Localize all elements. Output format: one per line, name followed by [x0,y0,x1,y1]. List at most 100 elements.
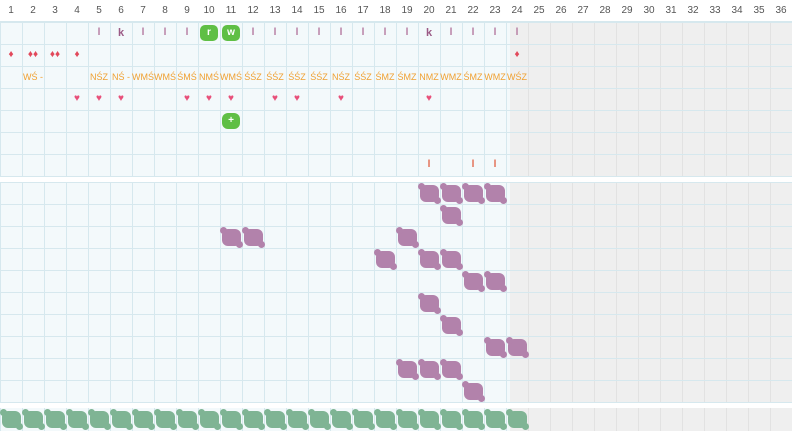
row1-mark[interactable]: l [471,27,475,38]
row7-mark[interactable]: l [493,159,497,170]
purple-blob[interactable] [440,249,463,270]
purple-blob[interactable] [418,183,441,204]
row7-mark[interactable]: l [427,159,431,170]
row3-label[interactable]: ŚMZ [375,72,395,82]
row1-mark[interactable]: k [117,27,125,39]
purple-blob[interactable] [484,183,507,204]
purple-blob[interactable] [440,183,463,204]
row1-mark[interactable]: l [515,27,519,38]
drop-icon[interactable]: ♦ [8,49,14,60]
row3-label[interactable]: NŚ - [112,72,130,82]
heart-icon[interactable]: ♥ [96,93,102,104]
green-blob[interactable] [132,409,155,430]
purple-blob[interactable] [440,315,463,336]
green-blob[interactable] [22,409,45,430]
purple-blob[interactable] [242,227,265,248]
green-blob[interactable] [0,409,23,430]
purple-blob[interactable] [462,183,485,204]
green-blob[interactable] [264,409,287,430]
row1-mark[interactable]: l [185,27,189,38]
drop-icon[interactable]: ♦ [74,49,80,60]
row7-mark[interactable]: l [471,159,475,170]
green-blob[interactable] [286,409,309,430]
purple-blob[interactable] [418,293,441,314]
row1-mark[interactable]: l [449,27,453,38]
heart-icon[interactable]: ♥ [184,93,190,104]
row3-label[interactable]: ŚŚZ [354,72,372,82]
row1-tag-badge[interactable]: w [222,25,240,41]
green-blob[interactable] [176,409,199,430]
row3-label[interactable]: NŚZ [90,72,108,82]
row3-label[interactable]: NMŚ [199,72,219,82]
purple-blob[interactable] [374,249,397,270]
row1-mark[interactable]: l [295,27,299,38]
row1-mark[interactable]: l [493,27,497,38]
row3-label[interactable]: ŚŚZ [244,72,262,82]
green-blob[interactable] [484,409,507,430]
green-blob[interactable] [462,409,485,430]
row1-mark[interactable]: l [163,27,167,38]
heart-icon[interactable]: ♥ [206,93,212,104]
drop-icon[interactable]: ♦♦ [27,49,39,60]
row3-label[interactable]: ŚMZ [397,72,417,82]
green-blob[interactable] [198,409,221,430]
row3-label[interactable]: WMŚ [220,72,242,82]
purple-blob[interactable] [396,359,419,380]
row3-label[interactable]: WMŚ [154,72,176,82]
green-blob[interactable] [506,409,529,430]
green-blob[interactable] [242,409,265,430]
purple-blob[interactable] [396,227,419,248]
purple-blob[interactable] [462,271,485,292]
heart-icon[interactable]: ♥ [74,93,80,104]
purple-blob[interactable] [418,359,441,380]
row1-tag-badge[interactable]: r [200,25,218,41]
drop-icon[interactable]: ♦♦ [49,49,61,60]
green-blob[interactable] [374,409,397,430]
purple-blob[interactable] [440,205,463,226]
row1-mark[interactable]: k [425,27,433,39]
green-blob[interactable] [110,409,133,430]
row3-label[interactable]: WMZ [440,72,462,82]
row1-mark[interactable]: l [251,27,255,38]
green-blob[interactable] [44,409,67,430]
add-badge[interactable]: + [222,113,240,129]
green-blob[interactable] [396,409,419,430]
heart-icon[interactable]: ♥ [272,93,278,104]
green-blob[interactable] [88,409,111,430]
row1-mark[interactable]: l [141,27,145,38]
row1-mark[interactable]: l [405,27,409,38]
row3-label[interactable]: NŚZ [332,72,350,82]
purple-blob[interactable] [418,249,441,270]
row1-mark[interactable]: l [361,27,365,38]
row3-label[interactable]: WŚZ [507,72,527,82]
green-blob[interactable] [418,409,441,430]
row3-label[interactable]: WMZ [484,72,506,82]
purple-blob[interactable] [440,359,463,380]
green-blob[interactable] [220,409,243,430]
drop-icon[interactable]: ♦ [514,49,520,60]
green-blob[interactable] [308,409,331,430]
row3-label[interactable]: NMZ [419,72,439,82]
row3-label[interactable]: ŚMŚ [177,72,197,82]
heart-icon[interactable]: ♥ [294,93,300,104]
row3-label[interactable]: ŚŚZ [310,72,328,82]
purple-blob[interactable] [484,271,507,292]
row3-label[interactable]: WMŚ [132,72,154,82]
row3-label[interactable]: WŚ - [23,72,43,82]
heart-icon[interactable]: ♥ [118,93,124,104]
green-blob[interactable] [66,409,89,430]
heart-icon[interactable]: ♥ [338,93,344,104]
row1-mark[interactable]: l [339,27,343,38]
row1-mark[interactable]: l [273,27,277,38]
row3-label[interactable]: ŚŚZ [266,72,284,82]
heart-icon[interactable]: ♥ [228,93,234,104]
row3-label[interactable]: ŚMZ [463,72,483,82]
row1-mark[interactable]: l [97,27,101,38]
purple-blob[interactable] [220,227,243,248]
green-blob[interactable] [440,409,463,430]
green-blob[interactable] [330,409,353,430]
purple-blob[interactable] [462,381,485,402]
row1-mark[interactable]: l [317,27,321,38]
purple-blob[interactable] [506,337,529,358]
row1-mark[interactable]: l [383,27,387,38]
